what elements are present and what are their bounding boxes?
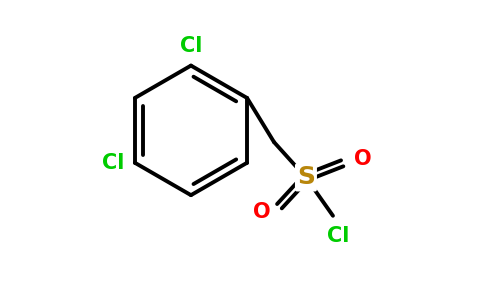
Text: O: O (353, 149, 371, 169)
Text: Cl: Cl (102, 153, 124, 173)
Text: S: S (297, 166, 315, 190)
Text: Cl: Cl (327, 226, 349, 246)
Text: Cl: Cl (180, 36, 202, 56)
Text: O: O (253, 202, 271, 222)
